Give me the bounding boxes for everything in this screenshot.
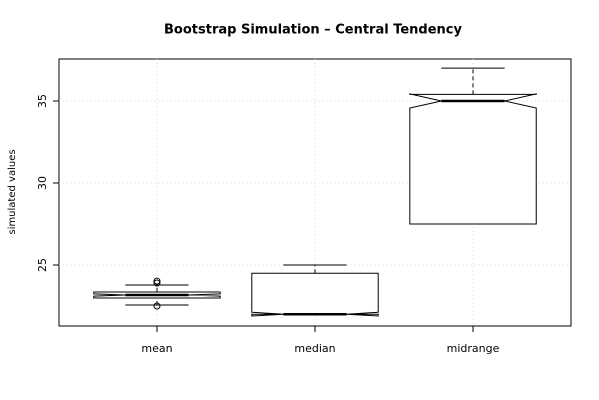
y-tick-label: 30 [36,176,49,190]
box [409,93,537,225]
y-tick-label: 25 [36,258,49,272]
outlier [153,279,161,287]
outlier [153,302,161,310]
x-tick-label: midrange [447,342,500,355]
box [251,272,379,317]
x-tick-label: median [294,342,335,355]
chart-title: Bootstrap Simulation – Central Tendency [164,23,462,38]
y-tick-label: 35 [36,94,49,108]
y-axis-label: simulated values [7,149,18,234]
x-tick-label: mean [141,342,172,355]
outlier [153,277,161,285]
